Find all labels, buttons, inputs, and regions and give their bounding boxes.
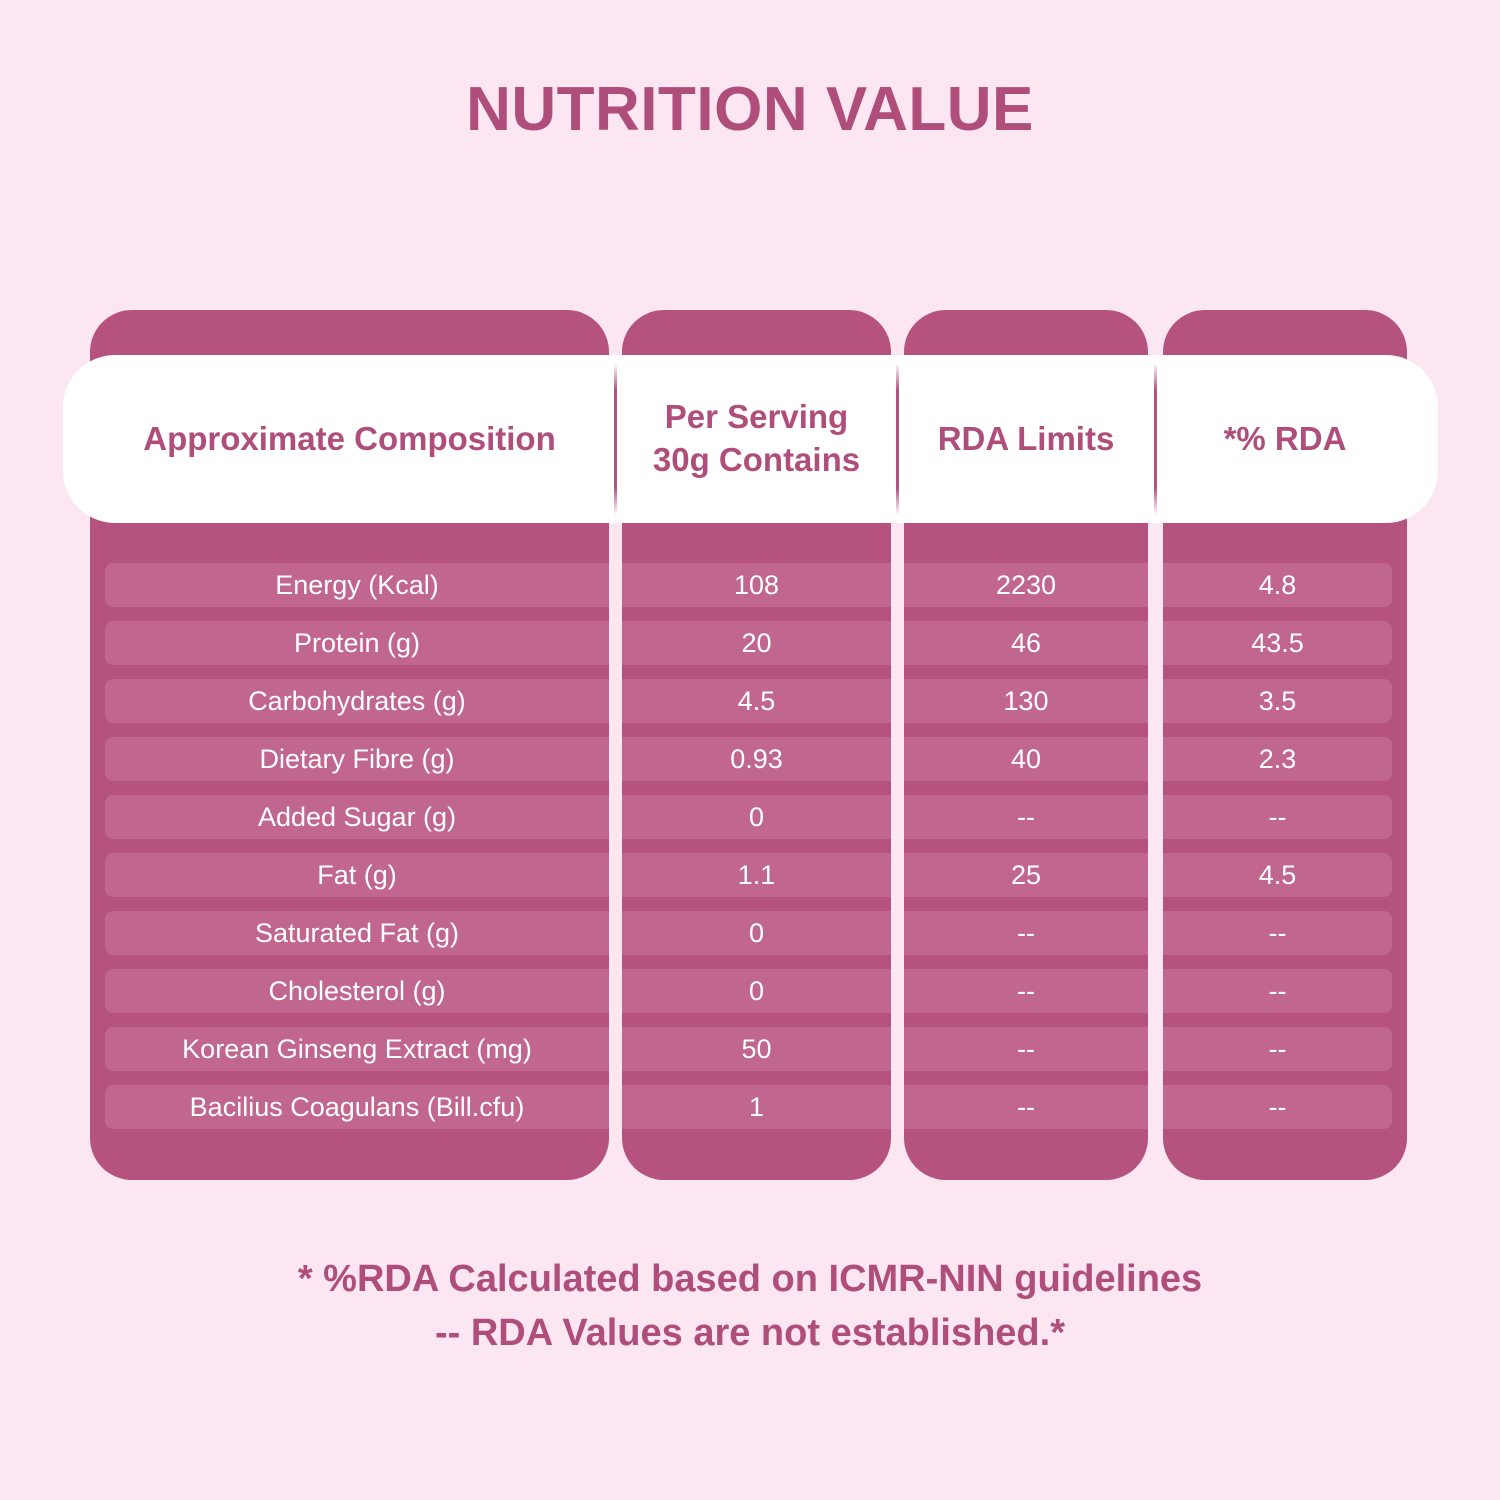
row-label: Protein (g) xyxy=(105,621,609,665)
row-value: -- xyxy=(1163,911,1392,955)
column-rows-labels: Energy (Kcal) Protein (g) Carbohydrates (g… xyxy=(90,563,609,1143)
row-value: -- xyxy=(1163,1085,1392,1129)
header-per-serving-30g: Per Serving 30g Contains xyxy=(652,398,861,478)
row-value: 4.5 xyxy=(622,679,891,723)
table-header-band: Approximate Composition Per Serving 30g … xyxy=(63,355,1438,523)
row-value: 1.1 xyxy=(622,853,891,897)
row-value: 20 xyxy=(622,621,891,665)
row-value: 46 xyxy=(904,621,1148,665)
row-value: -- xyxy=(904,1027,1148,1071)
row-label: Saturated Fat (g) xyxy=(105,911,609,955)
header-divider xyxy=(896,363,899,515)
header-approximate-composition: Approximate Composition xyxy=(143,419,556,457)
footnote: * %RDA Calculated based on ICMR-NIN guid… xyxy=(0,1252,1500,1360)
row-value: 50 xyxy=(622,1027,891,1071)
row-value: 4.5 xyxy=(1163,853,1392,897)
row-value: 0 xyxy=(622,969,891,1013)
column-rows-per-serving: 108 20 4.5 0.93 0 1.1 0 0 50 1 xyxy=(622,563,891,1143)
row-label: Bacilius Coagulans (Bill.cfu) xyxy=(105,1085,609,1129)
nutrition-table: Energy (Kcal) Protein (g) Carbohydrates (g… xyxy=(63,310,1438,1180)
header-rda-percent: *% RDA xyxy=(1223,419,1347,457)
row-value: 4.8 xyxy=(1163,563,1392,607)
page-title: NUTRITION VALUE xyxy=(466,75,1034,144)
row-value: 1 xyxy=(622,1085,891,1129)
row-value: 3.5 xyxy=(1163,679,1392,723)
row-label: Cholesterol (g) xyxy=(105,969,609,1013)
header-divider xyxy=(614,363,617,515)
header-rda-limits: RDA Limits xyxy=(937,419,1115,457)
column-rows-rda-limits: 2230 46 130 40 -- 25 -- -- -- -- xyxy=(904,563,1148,1143)
row-label: Dietary Fibre (g) xyxy=(105,737,609,781)
row-value: -- xyxy=(1163,1027,1392,1071)
row-label: Korean Ginseng Extract (mg) xyxy=(105,1027,609,1071)
row-value: -- xyxy=(1163,969,1392,1013)
row-value: 108 xyxy=(622,563,891,607)
column-rows-rda-percent: 4.8 43.5 3.5 2.3 -- 4.5 -- -- -- -- xyxy=(1163,563,1407,1143)
row-label: Fat (g) xyxy=(105,853,609,897)
row-value: 0 xyxy=(622,911,891,955)
row-value: 2230 xyxy=(904,563,1148,607)
row-value: 2.3 xyxy=(1163,737,1392,781)
footnote-line-rda-not-established: -- RDA Values are not established.* xyxy=(435,1312,1065,1354)
row-label: Added Sugar (g) xyxy=(105,795,609,839)
column-rda-limits: 2230 46 130 40 -- 25 -- -- -- -- xyxy=(904,310,1148,1180)
row-value: 0.93 xyxy=(622,737,891,781)
row-label: Energy (Kcal) xyxy=(105,563,609,607)
row-value: -- xyxy=(904,969,1148,1013)
row-value: 130 xyxy=(904,679,1148,723)
row-value: 0 xyxy=(622,795,891,839)
row-value: 25 xyxy=(904,853,1148,897)
row-value: -- xyxy=(904,911,1148,955)
row-value: -- xyxy=(904,1085,1148,1129)
footnote-line-rda-guidelines: * %RDA Calculated based on ICMR-NIN guid… xyxy=(297,1258,1203,1300)
row-value: -- xyxy=(1163,795,1392,839)
row-value: -- xyxy=(904,795,1148,839)
row-value: 43.5 xyxy=(1163,621,1392,665)
row-label: Carbohydrates (g) xyxy=(105,679,609,723)
row-value: 40 xyxy=(904,737,1148,781)
header-divider xyxy=(1154,363,1157,515)
